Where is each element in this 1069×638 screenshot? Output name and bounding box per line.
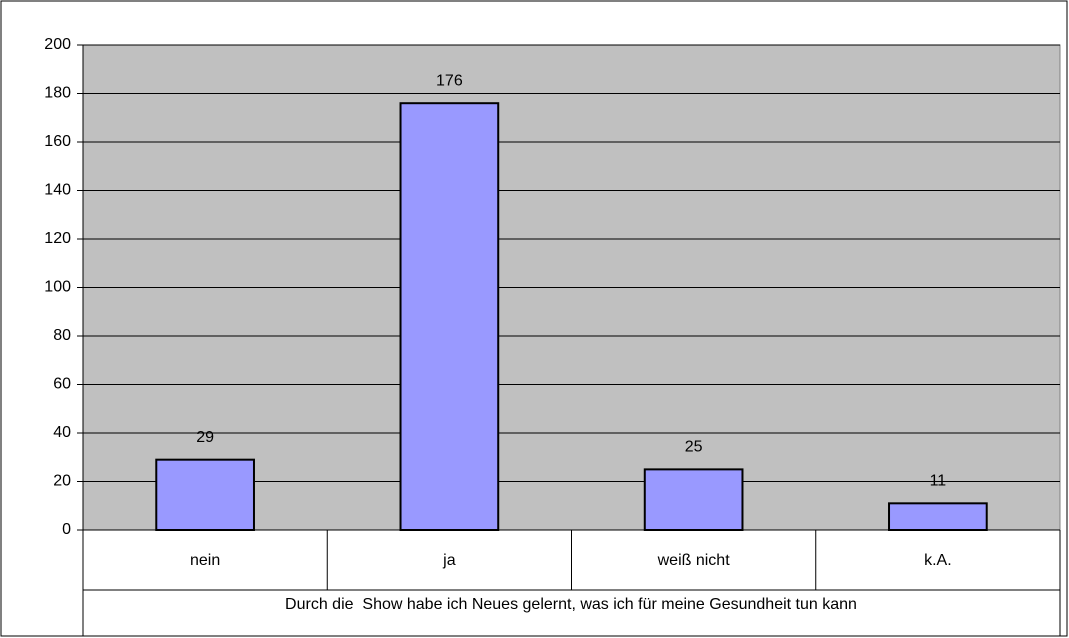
x-axis-title: Durch die Show habe ich Neues gelernt, w…	[285, 596, 857, 613]
bar	[888, 502, 988, 532]
y-tick-label: 180	[44, 85, 71, 102]
y-tick-label: 140	[44, 182, 71, 199]
x-tick-label: k.A.	[924, 552, 952, 569]
bar	[155, 458, 255, 531]
y-tick-label: 100	[44, 279, 71, 296]
y-tick-label: 120	[44, 230, 71, 247]
data-label: 25	[685, 439, 703, 456]
data-label: 29	[196, 429, 214, 446]
y-tick-label: 40	[53, 424, 71, 441]
bar	[399, 102, 500, 531]
y-tick-label: 0	[62, 521, 71, 538]
y-tick-label: 200	[44, 36, 71, 53]
y-tick-label: 60	[53, 376, 71, 393]
bar	[643, 468, 744, 531]
data-label: 11	[930, 473, 947, 490]
y-tick-label: 80	[53, 327, 71, 344]
x-tick-label: weiß nicht	[657, 552, 731, 569]
x-tick-label: nein	[190, 552, 220, 569]
y-tick-label: 20	[53, 473, 71, 490]
x-tick-label: ja	[442, 552, 456, 569]
y-tick-label: 160	[44, 133, 71, 150]
data-label: 176	[436, 72, 463, 89]
